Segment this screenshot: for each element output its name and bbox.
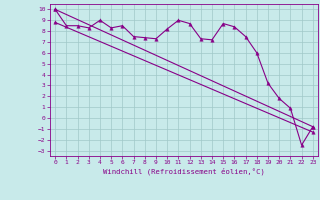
X-axis label: Windchill (Refroidissement éolien,°C): Windchill (Refroidissement éolien,°C)	[103, 168, 265, 175]
